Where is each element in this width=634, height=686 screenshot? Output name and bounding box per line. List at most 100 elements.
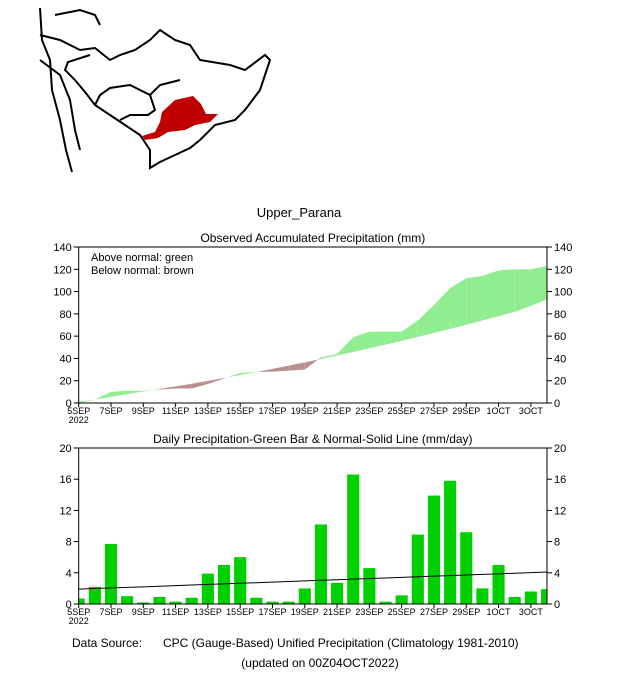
below-normal-segment bbox=[272, 365, 289, 372]
daily-precip-chart: Daily Precipitation-Green Bar & Normal-S… bbox=[59, 432, 566, 626]
above-normal-segment bbox=[337, 337, 354, 356]
y-tick-label-left: 8 bbox=[66, 537, 72, 549]
x-tick-label: 5SEP bbox=[67, 406, 90, 416]
precip-bar bbox=[476, 588, 489, 604]
x-tick-label: 7SEP bbox=[99, 406, 122, 416]
y-tick-label-right: 0 bbox=[554, 398, 560, 410]
y-tick-label-right: 140 bbox=[554, 242, 572, 254]
precip-bar bbox=[331, 582, 344, 604]
x-tick-label: 17SEP bbox=[258, 406, 286, 416]
country-borders bbox=[39, 28, 272, 170]
above-normal-segment bbox=[78, 399, 95, 403]
region-title: Upper_Parana bbox=[257, 205, 342, 220]
above-normal-segment bbox=[514, 269, 531, 312]
y-tick-label-left: 40 bbox=[59, 353, 71, 365]
above-normal-segment bbox=[240, 371, 257, 376]
y-tick-label-right: 20 bbox=[554, 443, 566, 455]
above-normal-segment bbox=[385, 331, 402, 345]
below-normal-segment bbox=[207, 378, 225, 385]
below-normal-segment bbox=[159, 386, 176, 390]
precip-bar bbox=[298, 588, 311, 604]
x-tick-label: 23SEP bbox=[355, 607, 383, 617]
above-normal-segment bbox=[143, 388, 160, 392]
above-normal-segment bbox=[417, 304, 434, 337]
region-map bbox=[39, 7, 272, 173]
precip-bar bbox=[153, 596, 166, 604]
y-tick-label-right: 40 bbox=[554, 353, 566, 365]
x-tick-label: 29SEP bbox=[452, 406, 480, 416]
below-normal-segment bbox=[256, 368, 273, 373]
x-tick-label: 1OCT bbox=[487, 607, 512, 617]
x-tick-label: 21SEP bbox=[323, 406, 351, 416]
above-normal-segment bbox=[401, 320, 418, 341]
x-tick-label: 29SEP bbox=[452, 607, 480, 617]
precip-bar bbox=[379, 601, 392, 604]
x-tick-label: 15SEP bbox=[226, 607, 254, 617]
x-tick-label: 15SEP bbox=[226, 406, 254, 416]
updated-text: (updated on 00Z04OCT2022) bbox=[241, 656, 398, 670]
chart-title: Daily Precipitation-Green Bar & Normal-S… bbox=[153, 432, 472, 446]
above-normal-segment bbox=[433, 288, 451, 333]
data-source-label: Data Source: bbox=[72, 636, 142, 650]
y-tick-label-left: 20 bbox=[59, 443, 71, 455]
y-tick-label-left: 140 bbox=[53, 242, 71, 254]
y-tick-label-right: 16 bbox=[554, 474, 566, 486]
x-tick-label: 9SEP bbox=[132, 607, 155, 617]
plot-frame bbox=[78, 246, 548, 404]
x-tick-label: 19SEP bbox=[291, 607, 319, 617]
below-normal-segment bbox=[304, 357, 321, 370]
x-tick-label: 25SEP bbox=[388, 607, 416, 617]
inner-borders bbox=[39, 8, 181, 151]
x-tick-label: 5SEP bbox=[67, 607, 90, 617]
y-tick-label-left: 100 bbox=[53, 287, 71, 299]
x-tick-label: 11SEP bbox=[162, 406, 189, 416]
precip-bar bbox=[217, 565, 231, 604]
above-normal-segment bbox=[482, 270, 499, 321]
legend-below: Below normal: brown bbox=[91, 265, 194, 277]
above-normal-segment bbox=[110, 390, 128, 397]
precip-bar bbox=[78, 598, 85, 604]
precip-bar bbox=[121, 596, 134, 604]
x-tick-label: 9SEP bbox=[132, 406, 155, 416]
x-tick-label: 3OCT bbox=[519, 607, 544, 617]
y-tick-label-left: 20 bbox=[59, 376, 71, 388]
y-tick-label-right: 8 bbox=[554, 537, 560, 549]
y-tick-label-left: 16 bbox=[59, 474, 71, 486]
precip-bar bbox=[250, 597, 263, 604]
x-year-label: 2022 bbox=[69, 415, 89, 425]
precip-bar bbox=[411, 534, 424, 604]
coastline bbox=[39, 7, 73, 173]
precip-bar bbox=[508, 596, 521, 604]
x-tick-label: 19SEP bbox=[291, 406, 319, 416]
x-tick-label: 13SEP bbox=[194, 406, 222, 416]
y-tick-label-left: 12 bbox=[59, 505, 71, 517]
y-tick-label-left: 120 bbox=[53, 264, 71, 276]
below-normal-segment bbox=[191, 380, 208, 389]
x-tick-label: 27SEP bbox=[420, 607, 448, 617]
x-tick-label: 1OCT bbox=[487, 406, 512, 416]
above-normal-segment bbox=[127, 390, 144, 395]
x-tick-label: 13SEP bbox=[194, 607, 222, 617]
precip-bar bbox=[88, 586, 101, 604]
above-normal-segment bbox=[320, 353, 338, 359]
above-normal-segment bbox=[466, 275, 483, 325]
legend-above: Above normal: green bbox=[91, 252, 193, 264]
above-normal-segment bbox=[450, 278, 467, 329]
precip-bar bbox=[185, 597, 198, 604]
above-normal-segment bbox=[94, 391, 111, 400]
x-tick-label: 27SEP bbox=[420, 406, 448, 416]
y-tick-label-right: 100 bbox=[554, 287, 572, 299]
x-tick-label: 11SEP bbox=[162, 607, 189, 617]
y-tick-label-left: 0 bbox=[66, 398, 72, 410]
precip-bar bbox=[444, 480, 457, 604]
y-tick-label-left: 80 bbox=[59, 309, 71, 321]
precip-bar bbox=[137, 602, 150, 604]
x-tick-label: 3OCT bbox=[519, 406, 544, 416]
x-tick-label: 17SEP bbox=[258, 607, 286, 617]
precip-bar bbox=[104, 543, 118, 604]
precip-bar bbox=[524, 591, 537, 604]
precip-bar bbox=[282, 601, 295, 604]
x-tick-label: 23SEP bbox=[355, 406, 383, 416]
precip-bar bbox=[314, 524, 327, 604]
